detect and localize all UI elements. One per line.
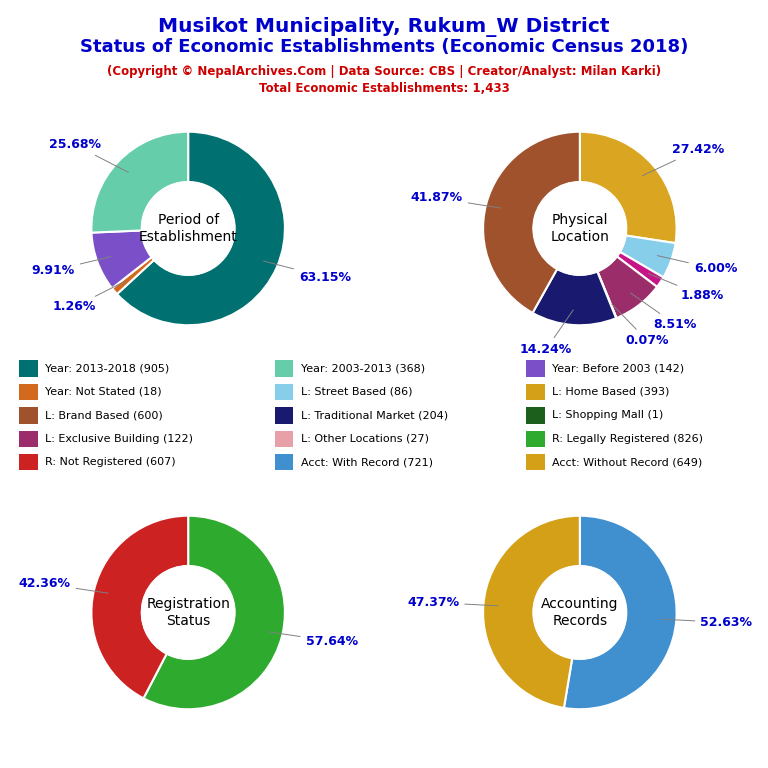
Bar [526,454,545,471]
Text: L: Traditional Market (204): L: Traditional Market (204) [301,410,449,420]
Circle shape [142,182,234,275]
Text: 0.07%: 0.07% [611,304,669,347]
Text: Musikot Municipality, Rukum_W District: Musikot Municipality, Rukum_W District [158,17,610,37]
Text: (Copyright © NepalArchives.Com | Data Source: CBS | Creator/Analyst: Milan Karki: (Copyright © NepalArchives.Com | Data So… [107,65,661,78]
Text: 63.15%: 63.15% [263,261,351,283]
Bar [275,360,293,377]
Text: Year: Before 2003 (142): Year: Before 2003 (142) [552,363,684,373]
Wedge shape [598,257,657,318]
Circle shape [534,566,626,659]
Text: Accounting
Records: Accounting Records [541,598,618,627]
Text: Year: 2013-2018 (905): Year: 2013-2018 (905) [45,363,170,373]
Circle shape [142,566,234,659]
Text: L: Shopping Mall (1): L: Shopping Mall (1) [552,410,664,420]
Bar [275,407,293,424]
Wedge shape [617,252,664,286]
Wedge shape [112,257,154,294]
Wedge shape [144,516,285,710]
Wedge shape [483,131,580,313]
Text: Status of Economic Establishments (Economic Census 2018): Status of Economic Establishments (Econo… [80,38,688,56]
Wedge shape [620,236,676,277]
Bar [275,384,293,400]
Text: Year: 2003-2013 (368): Year: 2003-2013 (368) [301,363,425,373]
Wedge shape [483,516,580,708]
Wedge shape [117,132,285,325]
Text: L: Home Based (393): L: Home Based (393) [552,387,670,397]
Bar [275,454,293,471]
Text: R: Legally Registered (826): R: Legally Registered (826) [552,434,703,444]
Bar [526,384,545,400]
Bar [19,384,38,400]
Text: 9.91%: 9.91% [31,257,111,277]
Bar [526,431,545,447]
Text: Period of
Establishment: Period of Establishment [139,214,237,243]
Text: 27.42%: 27.42% [643,143,724,176]
Wedge shape [580,132,677,243]
Bar [19,431,38,447]
Text: 25.68%: 25.68% [49,138,128,172]
Text: 1.26%: 1.26% [53,281,125,313]
Text: Acct: Without Record (649): Acct: Without Record (649) [552,457,703,467]
Text: 14.24%: 14.24% [520,310,573,356]
Wedge shape [91,230,151,288]
Circle shape [534,182,626,275]
Text: Acct: With Record (721): Acct: With Record (721) [301,457,433,467]
Wedge shape [91,132,188,233]
Text: 6.00%: 6.00% [657,256,737,276]
Bar [19,454,38,471]
Text: L: Exclusive Building (122): L: Exclusive Building (122) [45,434,194,444]
Text: 41.87%: 41.87% [411,191,500,208]
Text: Total Economic Establishments: 1,433: Total Economic Establishments: 1,433 [259,82,509,95]
Bar [275,431,293,447]
Wedge shape [91,516,188,698]
Wedge shape [532,269,616,325]
Text: 52.63%: 52.63% [662,616,753,629]
Text: L: Street Based (86): L: Street Based (86) [301,387,412,397]
Text: R: Not Registered (607): R: Not Registered (607) [45,457,176,467]
Bar [19,407,38,424]
Text: 47.37%: 47.37% [407,596,498,609]
Wedge shape [598,271,617,318]
Text: Registration
Status: Registration Status [146,598,230,627]
Bar [19,360,38,377]
Text: 8.51%: 8.51% [631,293,697,331]
Bar [526,360,545,377]
Wedge shape [564,516,677,709]
Bar [526,407,545,424]
Text: 42.36%: 42.36% [18,578,108,593]
Text: 57.64%: 57.64% [268,632,358,647]
Text: 1.88%: 1.88% [648,273,723,302]
Text: L: Other Locations (27): L: Other Locations (27) [301,434,429,444]
Text: L: Brand Based (600): L: Brand Based (600) [45,410,163,420]
Text: Year: Not Stated (18): Year: Not Stated (18) [45,387,162,397]
Text: Physical
Location: Physical Location [551,214,609,243]
